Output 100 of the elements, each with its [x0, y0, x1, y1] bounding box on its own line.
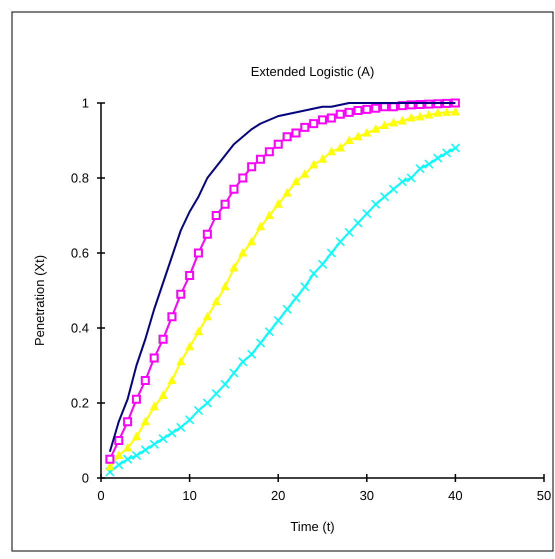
point	[353, 132, 362, 140]
point	[362, 104, 372, 114]
point	[149, 440, 159, 449]
point	[167, 312, 176, 322]
point	[397, 177, 407, 186]
point	[229, 263, 238, 272]
x-tick-label: 40	[448, 488, 463, 503]
point	[184, 415, 194, 425]
point	[140, 376, 150, 385]
point	[211, 388, 221, 398]
point	[362, 208, 372, 218]
point	[336, 143, 345, 152]
point	[167, 376, 176, 384]
point	[300, 282, 310, 292]
point	[326, 146, 336, 156]
point	[291, 176, 300, 186]
point	[442, 107, 452, 116]
point	[336, 110, 345, 119]
point	[256, 222, 265, 230]
x-tick-label: 10	[182, 488, 197, 503]
point	[123, 443, 132, 452]
point	[424, 159, 434, 169]
point	[282, 304, 292, 314]
point	[300, 169, 310, 178]
point	[185, 342, 194, 350]
point	[326, 248, 336, 258]
point	[308, 268, 318, 278]
point	[309, 160, 318, 168]
point	[105, 467, 115, 477]
point	[380, 120, 390, 129]
point	[450, 143, 460, 153]
point	[185, 271, 194, 280]
point	[176, 356, 186, 366]
point	[264, 210, 274, 219]
point	[291, 293, 301, 303]
point	[220, 380, 230, 389]
point	[202, 398, 212, 408]
point	[176, 290, 186, 299]
point	[264, 147, 274, 156]
point	[442, 148, 452, 158]
point	[344, 136, 354, 144]
point	[246, 350, 256, 359]
y-tick-label: 1	[82, 96, 89, 111]
point	[140, 445, 150, 455]
point	[132, 432, 141, 440]
point	[167, 428, 177, 438]
y-tick-label: 0.4	[70, 320, 89, 336]
point	[344, 108, 354, 117]
point	[132, 450, 142, 460]
point	[318, 260, 328, 269]
point	[247, 236, 256, 246]
point	[291, 128, 300, 138]
point	[380, 192, 390, 202]
point	[370, 200, 380, 209]
point	[256, 154, 265, 164]
point	[247, 162, 256, 172]
point	[238, 174, 248, 182]
point	[406, 113, 416, 122]
point	[194, 326, 203, 336]
point	[353, 218, 363, 228]
point	[300, 122, 310, 132]
point	[371, 124, 380, 133]
chart-title: Extended Logistic (A)	[250, 64, 374, 79]
point	[282, 132, 292, 142]
point	[132, 394, 141, 404]
point	[194, 406, 204, 416]
point	[318, 154, 327, 163]
point	[114, 460, 124, 470]
point	[158, 434, 168, 444]
point	[202, 312, 212, 320]
point	[140, 416, 150, 426]
point	[114, 436, 124, 445]
point	[353, 106, 362, 115]
point	[432, 153, 442, 163]
point	[415, 112, 424, 120]
point	[220, 200, 230, 209]
point	[274, 199, 283, 208]
point	[318, 115, 327, 124]
point	[282, 188, 292, 196]
x-tick-label: 20	[270, 488, 286, 503]
x-tick-label: 30	[360, 488, 374, 503]
point	[158, 334, 168, 344]
point	[238, 248, 248, 256]
y-tick-label: 0.6	[70, 246, 89, 261]
point	[150, 354, 159, 362]
point	[122, 454, 132, 464]
point	[335, 237, 345, 246]
point	[344, 228, 354, 238]
y-axis-title: Penetration (Xt)	[32, 254, 47, 346]
x-axis-title: Time (t)	[290, 519, 335, 534]
point	[212, 211, 221, 220]
point	[273, 316, 283, 326]
point	[256, 338, 266, 348]
point	[406, 173, 416, 183]
x-tick-label: 50	[536, 488, 552, 503]
point	[362, 128, 372, 136]
point	[388, 184, 398, 194]
point	[398, 116, 407, 124]
point	[176, 422, 186, 432]
point	[105, 454, 114, 464]
